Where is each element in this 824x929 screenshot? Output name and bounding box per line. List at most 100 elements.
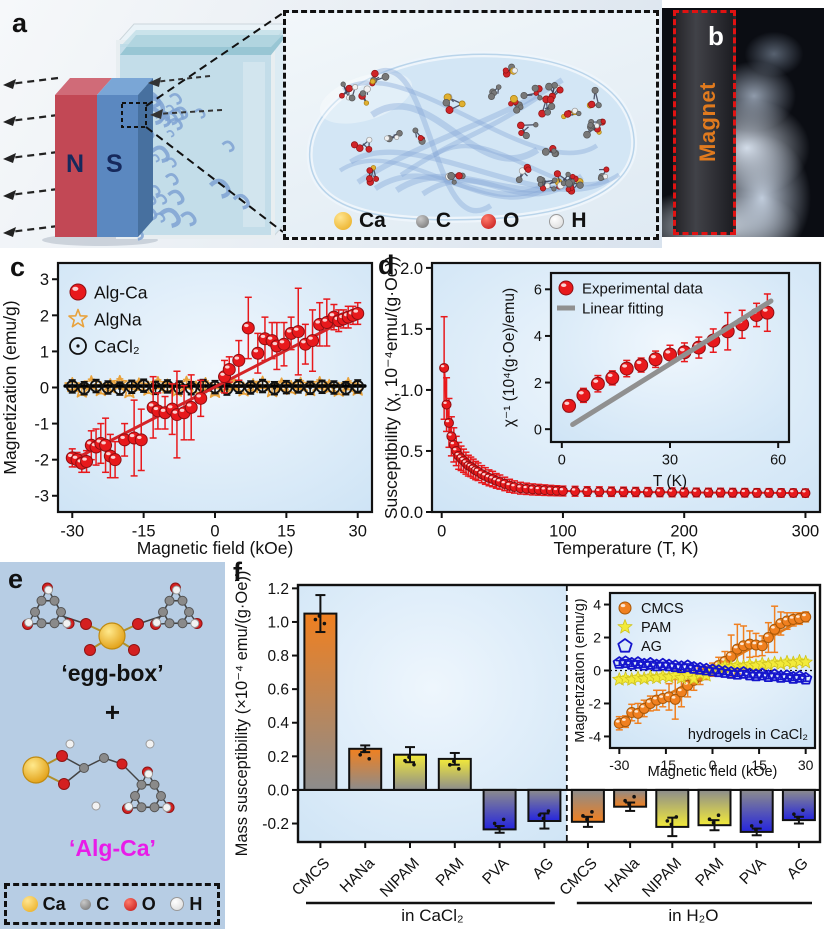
legend-item-ca: Ca [334,209,386,233]
svg-text:Magnetization (emu/g): Magnetization (emu/g) [0,300,20,474]
svg-text:0.0: 0.0 [400,504,423,522]
svg-text:0: 0 [709,757,717,773]
svg-text:1: 1 [40,343,49,361]
svg-text:-30: -30 [60,523,84,541]
atom-legend: Ca C O H [334,209,587,233]
svg-text:Magnetic field (kOe): Magnetic field (kOe) [648,764,778,780]
ca-atom-icon [334,212,352,230]
svg-text:15: 15 [277,523,295,541]
svg-text:2: 2 [534,376,542,392]
svg-text:0: 0 [40,379,49,397]
c-atom-icon [80,898,92,910]
svg-text:AG: AG [784,855,812,883]
svg-text:4: 4 [593,597,601,613]
legend-item-h: H [170,894,202,915]
svg-text:0.6: 0.6 [267,682,289,699]
svg-text:1.5: 1.5 [400,321,423,339]
svg-text:Mass susceptibility (×10⁻⁴ emu: Mass susceptibility (×10⁻⁴ emu/(g·Oe)) [233,571,251,857]
panel-label-e: e [8,564,24,594]
svg-text:0: 0 [558,453,566,469]
svg-text:-30: -30 [609,757,629,773]
svg-text:-3: -3 [34,488,49,506]
svg-text:CMCS: CMCS [556,855,600,899]
svg-text:T (K): T (K) [653,473,687,490]
svg-text:NIPAM: NIPAM [377,855,423,901]
magnet-tank-illustration [0,0,300,250]
svg-text:AG: AG [641,639,662,655]
atom-label: O [141,893,156,914]
o-atom-icon [123,897,137,911]
svg-text:-0.2: -0.2 [262,816,289,833]
panel-label-b: b [708,21,724,51]
svg-text:300: 300 [792,523,820,541]
svg-text:6: 6 [534,283,542,299]
svg-text:CMCS: CMCS [289,855,333,899]
atom-legend-e: Ca C O H [4,883,220,925]
svg-text:0.5: 0.5 [400,443,423,461]
svg-text:in CaCl₂: in CaCl₂ [401,906,463,925]
svg-text:0: 0 [534,422,542,438]
hydrogel-magnetization-inset-chart: -30 -15 0 15 30 -4 -2 0 2 4 Magnetic field (kOe) Ma… [572,580,824,780]
svg-text:PAM: PAM [433,855,468,890]
svg-text:PAM: PAM [641,620,671,636]
panel-b-photo: b Magnet [662,8,824,237]
magnet-south-label: S [106,150,123,178]
svg-text:0.2: 0.2 [267,749,289,766]
svg-text:Temperature (T, K): Temperature (T, K) [554,538,699,558]
panel-label-d: d [378,250,395,280]
magnet-photo: b Magnet [673,10,736,235]
svg-text:Susceptibility (χ, 10⁻⁴emu/(g·: Susceptibility (χ, 10⁻⁴emu/(g·Oe)) [385,256,401,519]
svg-text:60: 60 [770,453,786,469]
hydrogel-molecular-illustration [286,13,656,237]
svg-text:200: 200 [670,523,698,541]
svg-text:4: 4 [534,329,542,345]
svg-text:-2: -2 [34,452,49,470]
panel-label-c: c [10,252,26,282]
plus-sign: + [104,697,121,727]
svg-text:CMCS: CMCS [641,601,684,617]
magnet-photo-label: Magnet [695,82,720,162]
svg-text:0: 0 [210,523,219,541]
svg-text:3: 3 [40,271,49,289]
atom-label: C [96,893,110,914]
svg-text:-4: -4 [589,728,602,744]
svg-text:0.4: 0.4 [267,715,289,732]
svg-text:CaCl₂: CaCl₂ [94,336,140,356]
atom-label: H [571,209,587,232]
svg-text:PVA: PVA [736,854,770,888]
legend-item-c: C [415,209,452,233]
svg-text:AlgNa: AlgNa [94,309,142,329]
svg-text:2: 2 [593,630,601,646]
atom-label: Ca [42,893,66,914]
svg-text:-2: -2 [589,696,602,712]
svg-text:Linear fitting: Linear fitting [582,300,664,317]
svg-text:0.0: 0.0 [267,782,289,799]
svg-text:χ⁻¹ (10⁴(g·Oe)/emu): χ⁻¹ (10⁴(g·Oe)/emu) [501,288,518,427]
legend-item-h: H [549,209,587,233]
svg-text:2.0: 2.0 [400,260,423,278]
svg-text:NIPAM: NIPAM [639,855,685,901]
svg-text:0.8: 0.8 [267,648,289,665]
legend-item-c: C [80,894,109,915]
svg-text:30: 30 [349,523,367,541]
panel-label-a: a [12,8,28,38]
inverse-susceptibility-inset-chart: 0 30 60 0 2 4 6 T (K) χ⁻¹ (10⁴(g·Oe)/emu) Experim… [500,265,810,510]
svg-text:1.0: 1.0 [400,382,423,400]
magnetization-chart: -30 -15 0 15 30 -3 -2 -1 0 1 2 3 Magnetic field (kOe… [0,250,385,560]
atom-label: C [435,209,452,232]
svg-text:in H₂O: in H₂O [668,906,718,925]
svg-text:1.2: 1.2 [267,581,289,598]
hydrogel-inset-box: Ca C O H [283,10,659,240]
svg-text:15: 15 [751,757,767,773]
svg-text:0: 0 [437,523,446,541]
egg-box-label: ‘egg-box’ [61,660,164,686]
svg-text:0: 0 [593,663,601,679]
svg-text:PAM: PAM [692,855,727,890]
h-atom-icon [549,213,565,229]
atom-label: O [503,209,520,232]
magnet-north-label: N [66,150,85,178]
svg-text:Magnetization (emu/g): Magnetization (emu/g) [575,598,588,742]
svg-text:100: 100 [549,523,577,541]
svg-text:-1: -1 [34,416,49,434]
alg-ca-label: ‘Alg-Ca’ [69,835,156,861]
